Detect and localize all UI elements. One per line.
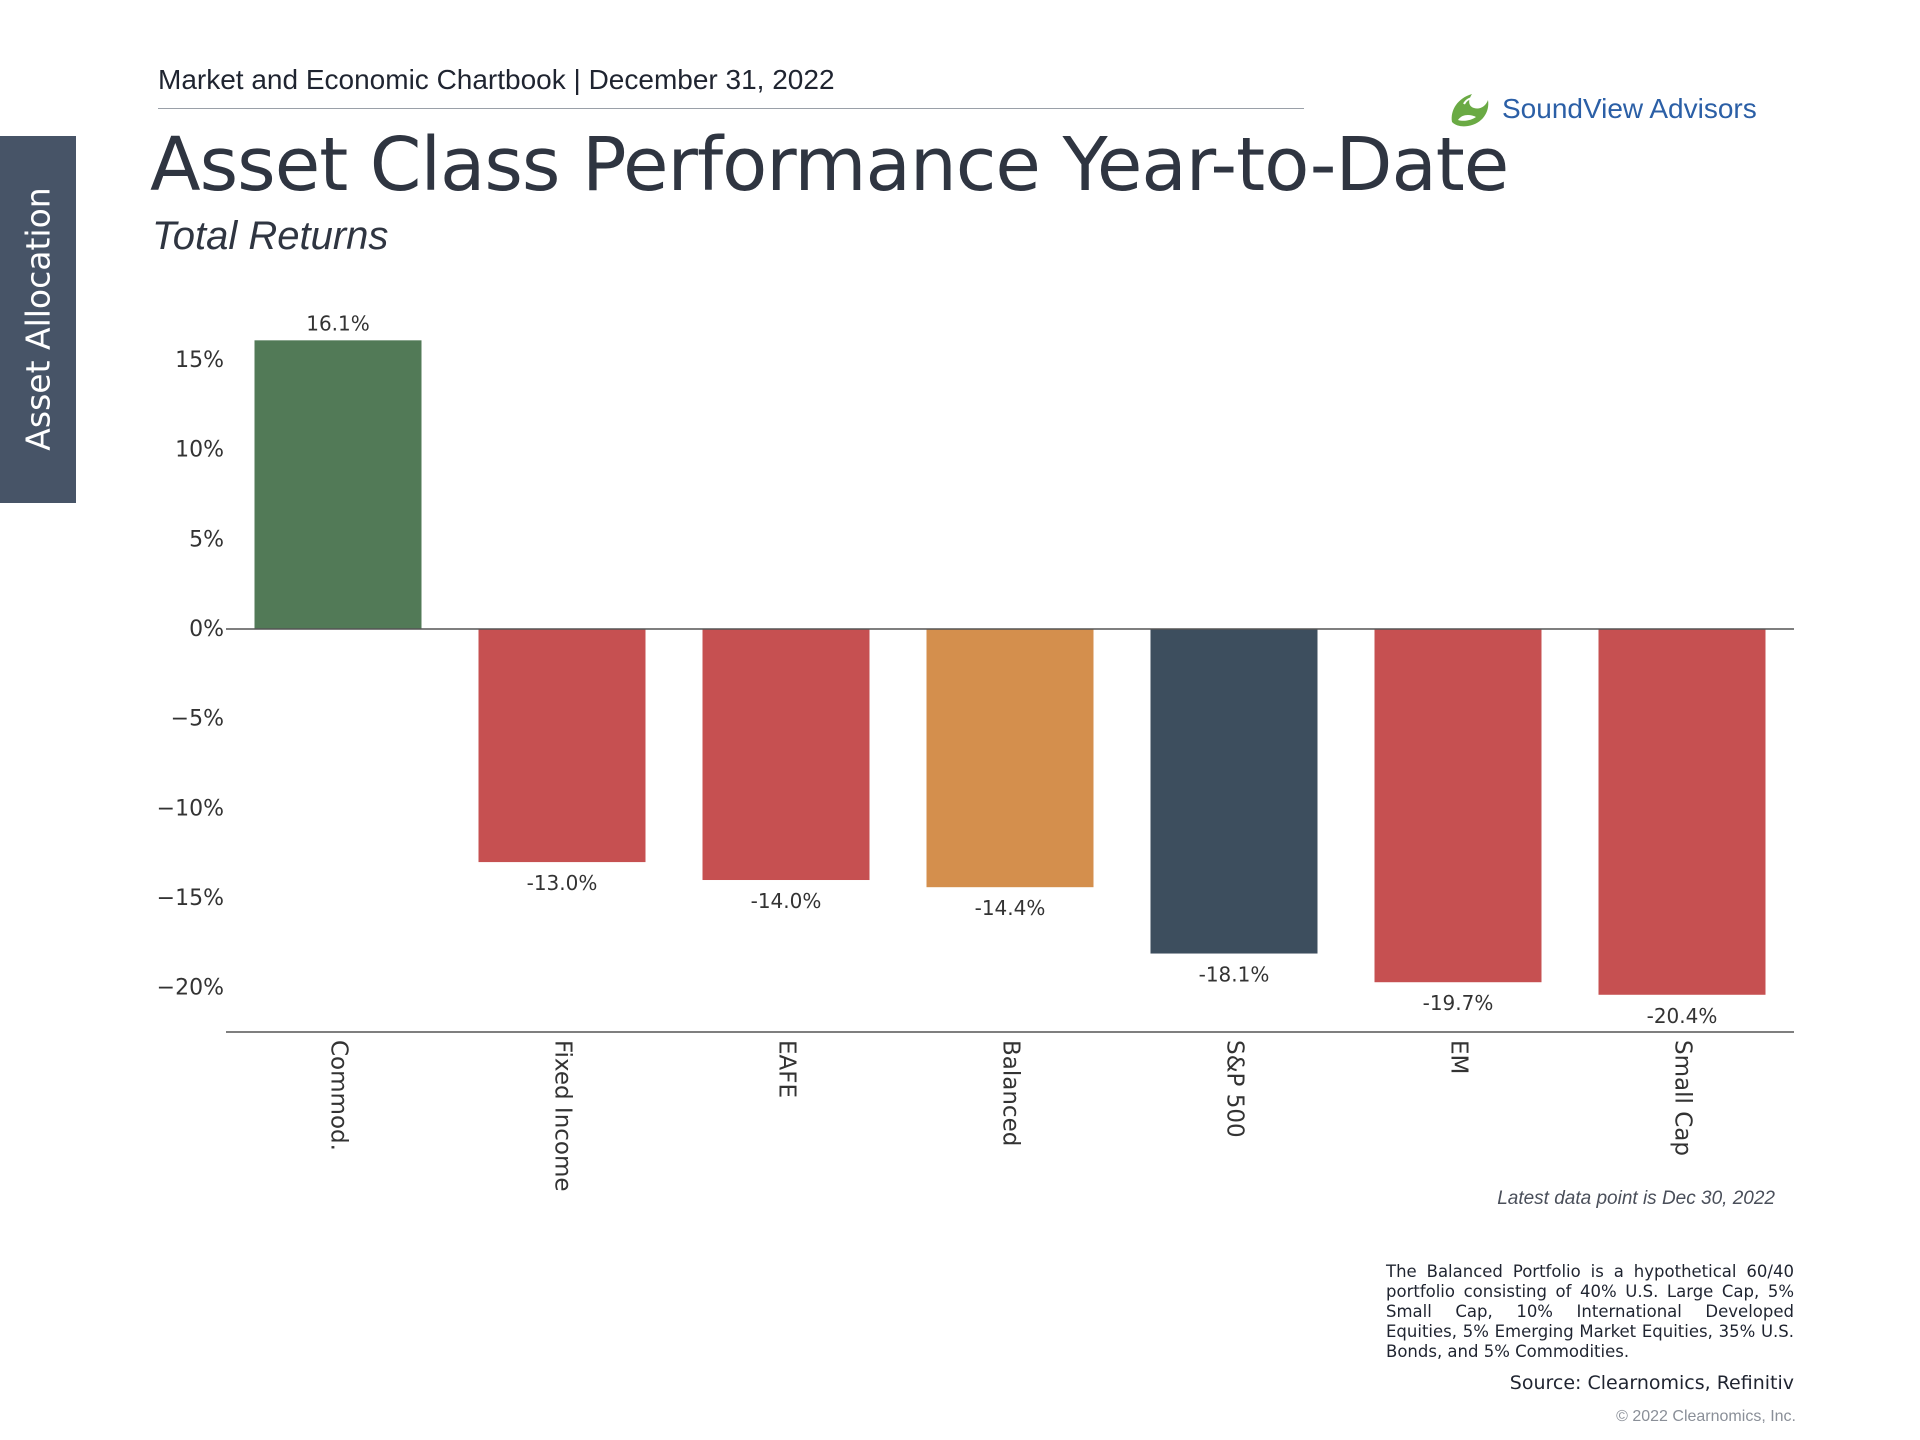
bar-value-label: -19.7% <box>1423 991 1494 1015</box>
y-tick-label: 15% <box>175 348 224 373</box>
bar-value-label: -20.4% <box>1647 1004 1718 1028</box>
x-tick-label: Balanced <box>998 1040 1024 1146</box>
soundview-leaf-logo-icon <box>1451 94 1489 127</box>
x-tick-label: Fixed Income <box>550 1040 576 1192</box>
x-tick-label: S&P 500 <box>1222 1040 1248 1138</box>
y-tick-label: 10% <box>175 438 224 463</box>
bar-value-label: -13.0% <box>527 871 598 895</box>
report-header: Market and Economic Chartbook | December… <box>158 64 835 95</box>
page-title: Asset Class Performance Year-to-Date <box>150 122 1509 208</box>
x-tick-label: Commod. <box>326 1040 352 1151</box>
bar <box>926 629 1094 888</box>
section-tab: Asset Allocation <box>0 136 76 503</box>
y-tick-label: 5% <box>189 527 224 552</box>
y-tick-label: 0% <box>189 617 224 642</box>
page-subtitle: Total Returns <box>152 214 389 258</box>
bar <box>1150 629 1318 954</box>
bar <box>1598 629 1766 995</box>
latest-data-note: Latest data point is Dec 30, 2022 <box>1497 1188 1775 1209</box>
y-tick-label: −15% <box>157 886 224 911</box>
bar <box>1374 629 1542 983</box>
y-tick-label: −20% <box>157 976 224 1001</box>
bar <box>478 629 646 863</box>
bar <box>254 340 422 629</box>
x-tick-label: EAFE <box>774 1040 800 1098</box>
x-tick-label: Small Cap <box>1670 1040 1696 1156</box>
bar-value-label: -18.1% <box>1199 963 1270 987</box>
y-tick-label: −5% <box>171 707 224 732</box>
bar <box>702 629 870 881</box>
source-note: Source: Clearnomics, Refinitiv <box>1509 1372 1794 1394</box>
bar-value-label: -14.4% <box>975 896 1046 920</box>
balanced-portfolio-note: The Balanced Portfolio is a hypothetical… <box>1386 1262 1794 1361</box>
logo-text: SoundView Advisors <box>1502 93 1757 124</box>
copyright-note: © 2022 Clearnomics, Inc. <box>1616 1408 1796 1425</box>
company-logo: SoundView Advisors <box>1444 84 1757 134</box>
x-tick-label: EM <box>1446 1040 1472 1074</box>
y-tick-label: −10% <box>157 796 224 821</box>
bar-value-label: -14.0% <box>751 889 822 913</box>
header-divider <box>158 108 1304 109</box>
bar-value-label: 16.1% <box>306 311 370 335</box>
